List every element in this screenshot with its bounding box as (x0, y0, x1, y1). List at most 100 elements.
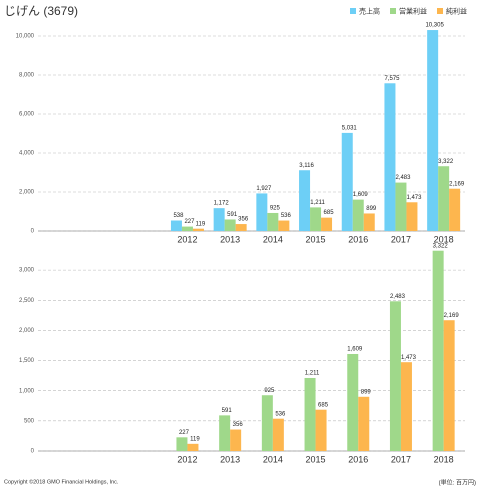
y-tick-label: 4,000 (19, 151, 35, 157)
data-label: 1,609 (347, 347, 363, 353)
x-tick-label: 2013 (220, 454, 240, 464)
bar (224, 219, 236, 231)
data-label: 10,305 (425, 23, 444, 29)
y-tick-label: 0 (31, 229, 35, 235)
y-tick-label: 10,000 (16, 34, 35, 40)
bar (389, 301, 401, 451)
x-tick-label: 2012 (177, 234, 197, 244)
bar (406, 202, 418, 231)
data-label: 685 (324, 210, 335, 216)
bar (363, 213, 375, 231)
data-label: 5,031 (342, 125, 358, 131)
bar (230, 429, 242, 451)
bar (321, 217, 333, 231)
y-tick-label: 0 (31, 449, 35, 455)
data-label: 356 (238, 217, 249, 223)
legend-swatch (350, 8, 356, 14)
bar (272, 418, 284, 451)
x-tick-label: 2013 (220, 234, 240, 244)
data-label: 536 (275, 411, 286, 417)
bar (443, 320, 455, 451)
data-label: 899 (366, 206, 377, 212)
bar (315, 409, 327, 451)
y-tick-label: 8,000 (19, 73, 35, 79)
bar (261, 395, 273, 451)
y-tick-label: 2,000 (19, 328, 35, 334)
bar (438, 166, 450, 231)
bar (299, 170, 311, 231)
bar (384, 83, 396, 231)
data-label: 591 (227, 212, 238, 218)
y-tick-label: 3,000 (19, 268, 35, 274)
unit-note: (単位: 百万円) (439, 479, 476, 487)
data-label: 356 (233, 422, 244, 428)
data-label: 2,169 (449, 181, 465, 187)
bar (213, 208, 225, 231)
x-tick-label: 2017 (391, 454, 411, 464)
x-tick-label: 2016 (348, 454, 368, 464)
bar (219, 415, 231, 451)
legend-label: 純利益 (446, 6, 467, 15)
data-label: 1,473 (401, 355, 417, 361)
data-label: 119 (196, 221, 206, 227)
bar (310, 207, 322, 231)
bar (187, 443, 199, 451)
legend-label: 営業利益 (399, 6, 427, 15)
bar (256, 193, 268, 231)
bar (395, 182, 407, 231)
x-tick-label: 2015 (306, 234, 326, 244)
bar (352, 199, 364, 231)
data-label: 227 (184, 219, 195, 225)
y-tick-label: 1,500 (19, 358, 35, 364)
bar (427, 30, 439, 231)
data-label: 3,322 (438, 159, 454, 165)
data-label: 227 (179, 430, 190, 436)
bar (278, 220, 290, 231)
y-tick-label: 2,000 (19, 190, 35, 196)
x-tick-label: 2014 (263, 234, 283, 244)
y-tick-label: 6,000 (19, 112, 35, 118)
bar (235, 224, 247, 231)
bar (192, 228, 204, 231)
x-tick-label: 2014 (263, 454, 283, 464)
bar (358, 396, 370, 451)
y-tick-label: 1,000 (19, 388, 35, 394)
data-label: 538 (173, 213, 184, 219)
data-label: 7,575 (384, 76, 400, 82)
y-tick-label: 500 (24, 418, 35, 424)
legend-label: 売上高 (359, 6, 380, 15)
data-label: 1,473 (406, 195, 422, 201)
data-label: 1,927 (256, 186, 272, 192)
y-tick-label: 2,500 (19, 298, 35, 304)
bar (267, 212, 279, 231)
data-label: 3,116 (299, 163, 314, 169)
bar (449, 188, 461, 231)
data-label: 119 (190, 436, 200, 442)
bar (181, 226, 193, 231)
data-label: 1,211 (305, 371, 320, 377)
bar (347, 353, 359, 451)
x-tick-label: 2012 (177, 454, 197, 464)
data-label: 2,169 (444, 313, 460, 319)
data-label: 3,322 (433, 243, 449, 249)
x-tick-label: 2016 (348, 234, 368, 244)
bar (176, 437, 188, 451)
x-tick-label: 2015 (306, 454, 326, 464)
data-label: 1,609 (353, 192, 369, 198)
legend-swatch (390, 8, 396, 14)
bar (432, 250, 444, 451)
page-title: じげん (3679) (4, 4, 78, 18)
copyright: Copyright ©2018 GMO Financial Holdings, … (4, 478, 119, 485)
data-label: 899 (361, 389, 372, 395)
data-label: 1,172 (214, 201, 230, 207)
x-tick-label: 2018 (434, 234, 454, 244)
x-tick-label: 2017 (391, 234, 411, 244)
data-label: 2,483 (390, 294, 406, 300)
bar (304, 377, 316, 451)
data-label: 925 (264, 388, 275, 394)
x-tick-label: 2018 (434, 454, 454, 464)
data-label: 591 (222, 408, 233, 414)
data-label: 536 (281, 213, 292, 219)
